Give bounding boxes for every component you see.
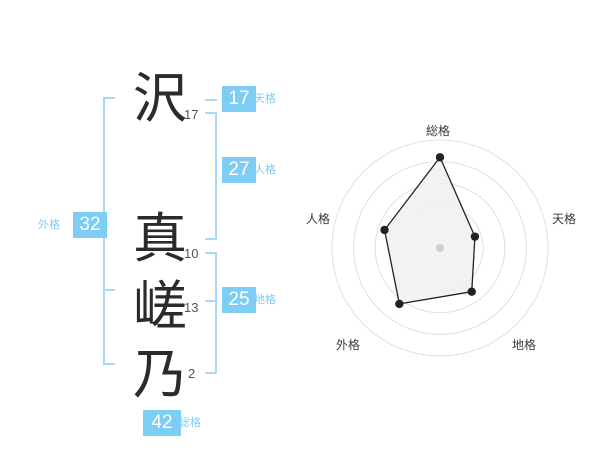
kanji-strokes-3: 13 bbox=[184, 300, 199, 315]
outer-bracket-tick-top bbox=[103, 97, 115, 99]
chikaku-bracket-tick-top bbox=[205, 252, 217, 254]
tenkaku-label: 天格 bbox=[254, 92, 276, 105]
soukaku-badge: 42 bbox=[143, 410, 181, 436]
radar-axis-label-soukaku: 総格 bbox=[426, 124, 451, 138]
kanji-strokes-1: 17 bbox=[184, 107, 199, 122]
chikaku-bracket-tick-bottom bbox=[205, 372, 217, 374]
radar-axis-label-gaikaku: 外格 bbox=[336, 338, 361, 352]
outer-kakusu-badge: 32 bbox=[73, 212, 107, 238]
jinkaku-badge: 27 bbox=[222, 157, 256, 183]
radar-axis-label-chikaku: 地格 bbox=[512, 338, 537, 352]
kanji-strokes-2: 10 bbox=[184, 246, 199, 261]
radar-chart-svg bbox=[331, 139, 549, 357]
kanji-char-3: 嵯 bbox=[133, 275, 187, 338]
outer-bracket-tick-middle bbox=[103, 289, 115, 291]
tenkaku-badge: 17 bbox=[222, 86, 256, 112]
outer-bracket-tick-bottom bbox=[103, 363, 115, 365]
radar-chart: 総格 天格 地格 外格 人格 bbox=[300, 110, 590, 370]
radar-axis-label-jinkaku: 人格 bbox=[306, 212, 331, 226]
kanji-strokes-4: 2 bbox=[188, 366, 196, 381]
chikaku-label: 地格 bbox=[254, 293, 276, 306]
kanji-char-2: 真 bbox=[133, 207, 187, 270]
tenkaku-connector bbox=[205, 99, 217, 101]
jinkaku-label: 人格 bbox=[254, 163, 276, 176]
jinkaku-bracket-tick-bottom bbox=[205, 238, 217, 240]
soukaku-label: 総格 bbox=[179, 416, 201, 429]
kanji-char-4: 乃 bbox=[133, 343, 187, 406]
chikaku-bracket-tick-middle bbox=[205, 300, 217, 302]
chikaku-badge: 25 bbox=[222, 287, 256, 313]
chikaku-bracket-vertical bbox=[215, 252, 217, 374]
kanji-char-1: 沢 bbox=[133, 67, 187, 130]
outer-kakusu-label: 外格 bbox=[38, 218, 60, 231]
jinkaku-bracket-tick-top bbox=[205, 112, 217, 114]
jinkaku-bracket-vertical bbox=[215, 112, 217, 240]
radar-axis-label-tenkaku: 天格 bbox=[552, 212, 577, 226]
